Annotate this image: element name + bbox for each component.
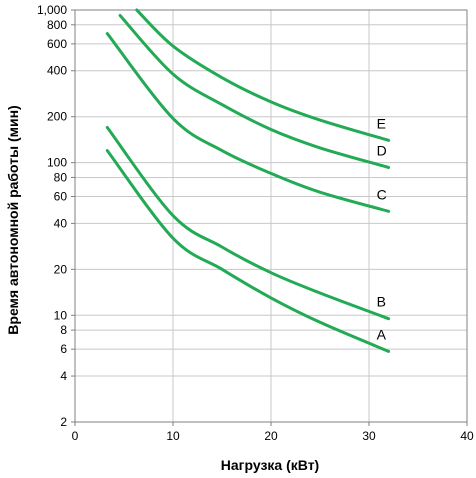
y-tick-label: 60	[54, 190, 68, 204]
y-tick-label: 20	[54, 262, 68, 276]
x-tick-label: 30	[362, 429, 376, 443]
y-tick-label: 10	[54, 308, 68, 322]
y-tick-label: 200	[47, 110, 67, 124]
label-layer: ED C BA	[377, 115, 387, 342]
x-tick-label: 0	[72, 429, 79, 443]
grid-layer	[75, 10, 467, 422]
y-axis-title: Время автономной работы (мин)	[5, 105, 21, 334]
y-tick-label: 6	[60, 342, 67, 356]
x-tick-label: 20	[264, 429, 278, 443]
y-tick-label: 80	[54, 170, 68, 184]
y-tick-label: 800	[47, 18, 67, 32]
tick-layer: 0 10 20 30 401,00080060040020010080604020108…	[37, 3, 474, 443]
y-tick-label: 600	[47, 37, 67, 51]
series-label-a: A	[377, 326, 387, 342]
series-line-b	[105, 126, 391, 321]
series-label-b: B	[377, 294, 386, 310]
series-line-d	[118, 14, 391, 169]
y-tick-label: 2	[60, 415, 67, 429]
series-line-c	[105, 32, 391, 213]
series-layer	[105, 8, 391, 353]
y-tick-label: 40	[54, 216, 68, 230]
x-axis-title: Нагрузка (кВт)	[221, 457, 319, 473]
y-tick-label: 4	[60, 369, 67, 383]
series-label-c: C	[377, 186, 387, 202]
series-line-e	[135, 8, 391, 142]
x-tick-label: 10	[166, 429, 180, 443]
y-tick-label: 400	[47, 64, 67, 78]
x-tick-label: 40	[460, 429, 474, 443]
series-label-d: D	[377, 142, 387, 158]
y-tick-label: 8	[60, 323, 67, 337]
y-tick-label: 100	[47, 156, 67, 170]
y-tick-label: 1,000	[37, 3, 67, 17]
series-line-a	[105, 149, 391, 353]
series-label-e: E	[377, 115, 386, 131]
